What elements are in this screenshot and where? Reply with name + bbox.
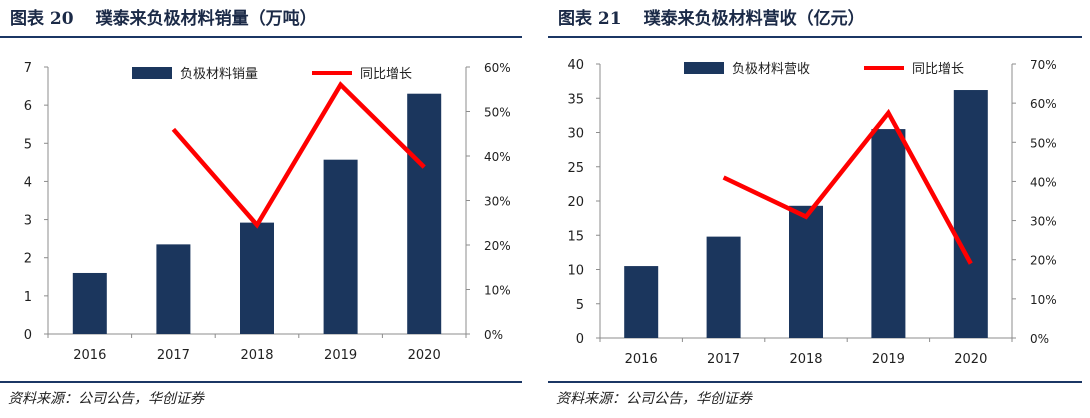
y2-tick-label: 0% [1030, 332, 1049, 346]
x-tick-label: 2017 [157, 348, 190, 363]
legend-bar-swatch [684, 62, 724, 74]
bar-2016 [72, 272, 107, 334]
y-tick-label: 25 [567, 161, 584, 176]
y-tick-label: 6 [24, 99, 32, 114]
y-tick-label: 0 [24, 328, 32, 343]
y2-tick-label: 50% [1030, 136, 1057, 150]
y-tick-label: 7 [24, 61, 32, 76]
legend-bar-label: 负极材料销量 [180, 67, 258, 82]
y-tick-label: 35 [567, 92, 584, 107]
source-rule [0, 381, 522, 383]
y-tick-label: 1 [24, 290, 32, 305]
title-rule [0, 36, 522, 38]
y2-tick-label: 70% [1030, 58, 1057, 72]
source-note: 资料来源：公司公告，华创证券 [556, 391, 752, 407]
y-tick-label: 30 [567, 127, 584, 142]
sales-volume-chart: 0 1 2 3 4 5 6 7 0% 10% 20% 30% 40% 50% 60% 2016 2017 2018… [24, 61, 511, 363]
x-tick-label: 2016 [625, 352, 658, 367]
figure-title: 图表 20 璞泰来负极材料销量（万吨） [10, 6, 317, 32]
bar-2016 [624, 266, 659, 338]
y2-tick-label: 60% [1030, 97, 1057, 111]
y2-tick-label: 10% [484, 284, 511, 298]
y2-tick-label: 10% [1030, 293, 1057, 307]
figure-20: 图表 20 璞泰来负极材料销量（万吨） 0 1 2 3 4 5 6 7 0% 10% 20% 30% 40… [0, 0, 530, 418]
figure-caption: 璞泰来负极材料营收（亿元） [643, 9, 865, 29]
figure-number: 图表 21 [558, 9, 622, 29]
y2-tick-label: 40% [484, 150, 511, 164]
y-tick-label: 40 [567, 58, 584, 73]
y2-tick-label: 50% [484, 106, 511, 120]
bar-2019 [871, 129, 906, 338]
x-tick-label: 2020 [954, 352, 987, 367]
figure-caption: 璞泰来负极材料销量（万吨） [95, 9, 317, 29]
bar-2017 [156, 244, 191, 334]
x-tick-label: 2018 [789, 352, 822, 367]
y2-tick-label: 0% [484, 328, 503, 342]
bar-2017 [706, 236, 741, 338]
bar-2018 [789, 205, 823, 338]
figure-title: 图表 21 璞泰来负极材料营收（亿元） [558, 6, 865, 32]
bar-2020 [953, 90, 988, 338]
x-tick-label: 2018 [240, 348, 273, 363]
figure-number: 图表 20 [10, 9, 74, 29]
y-tick-label: 3 [24, 214, 32, 229]
y-tick-label: 20 [567, 195, 584, 210]
legend-line-label: 同比增长 [360, 67, 412, 82]
figure-21: 图表 21 璞泰来负极材料营收（亿元） 0 5 10 15 20 25 30 35 40 0% 10%… [548, 0, 1090, 418]
legend-bar-label: 负极材料营收 [732, 62, 810, 77]
y-tick-label: 5 [576, 298, 584, 313]
y-tick-label: 15 [567, 229, 584, 244]
y-tick-label: 4 [24, 175, 32, 190]
source-note: 资料来源：公司公告，华创证券 [8, 391, 204, 407]
x-tick-label: 2019 [324, 348, 357, 363]
x-tick-label: 2017 [707, 352, 740, 367]
source-rule [548, 381, 1082, 383]
x-tick-label: 2020 [408, 348, 441, 363]
y2-tick-label: 60% [484, 61, 511, 75]
legend-bar-swatch [132, 67, 172, 79]
legend-line-label: 同比增长 [912, 62, 964, 77]
growth-line [722, 108, 973, 265]
y-tick-label: 0 [576, 332, 584, 347]
revenue-chart: 0 5 10 15 20 25 30 35 40 0% 10% 20% 30% 40% 50% 60% 70% 2… [567, 58, 1057, 367]
x-tick-label: 2019 [872, 352, 905, 367]
y2-tick-label: 30% [484, 195, 511, 209]
y2-tick-label: 30% [1030, 215, 1057, 229]
x-tick-label: 2016 [73, 348, 106, 363]
growth-line [171, 81, 426, 229]
y2-tick-label: 20% [1030, 254, 1057, 268]
bar-2018 [240, 222, 274, 334]
bar-2020 [407, 93, 442, 334]
bar-2019 [323, 159, 358, 334]
y2-tick-label: 20% [484, 239, 511, 253]
y2-tick-label: 40% [1030, 175, 1057, 189]
y-tick-label: 5 [24, 137, 32, 152]
title-rule [548, 36, 1082, 38]
y-tick-label: 2 [24, 252, 32, 267]
y-tick-label: 10 [567, 264, 584, 279]
